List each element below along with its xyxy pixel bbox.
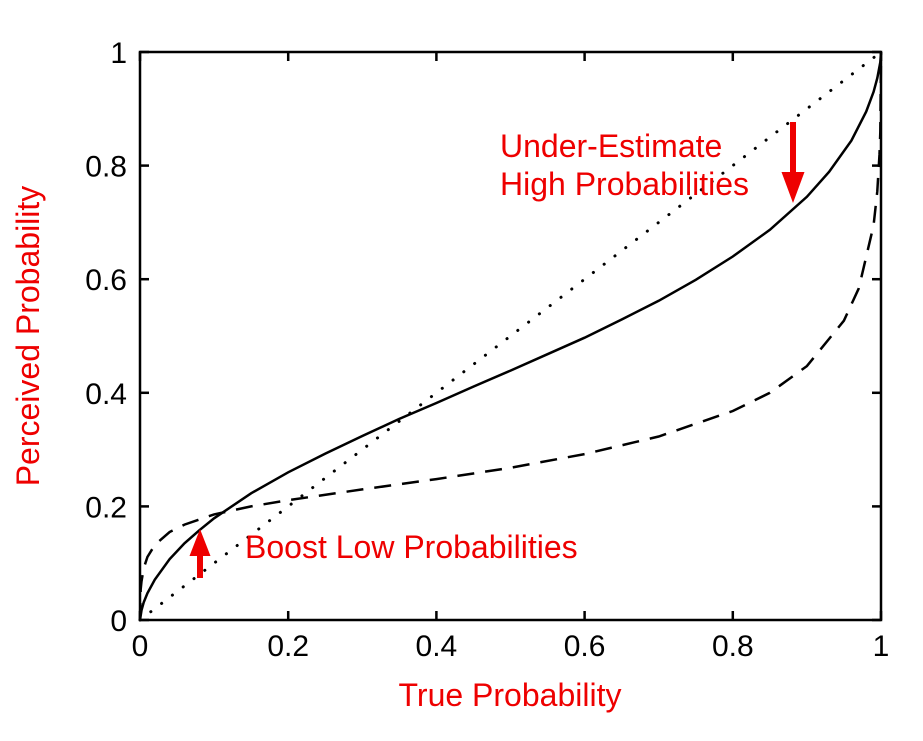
x-tick-label: 0.2 [267, 630, 309, 663]
y-tick-label: 0.6 [85, 264, 127, 297]
x-axis-label: True Probability [399, 677, 622, 713]
x-tick-label: 0 [132, 630, 149, 663]
strong-weighting-curve [138, 51, 883, 621]
annotation-boost-low: Boost Low Probabilities [245, 529, 578, 565]
x-tick-label: 1 [873, 630, 890, 663]
x-tick-label: 0.8 [712, 630, 754, 663]
y-tick-label: 0.2 [85, 491, 127, 524]
y-tick-label: 0.4 [85, 378, 127, 411]
annotation-under-estimate-line2: High Probabilities [500, 166, 749, 202]
down-arrow-icon [781, 122, 805, 203]
y-tick-label: 1 [110, 37, 127, 70]
plot-box [138, 50, 883, 622]
x-tick-label: 0.6 [564, 630, 606, 663]
y-axis-label: Perceived Probability [10, 186, 46, 487]
up-arrow-icon [189, 529, 211, 578]
moderate-weighting-curve [138, 51, 883, 621]
plot-area: 0 0.2 0.4 0.6 0.8 1 0 0.2 0.4 0.6 0.8 1 [85, 37, 889, 663]
annotation-under-estimate-line1: Under-Estimate [500, 128, 722, 164]
y-tick-label: 0 [110, 605, 127, 638]
x-tick-label: 0.4 [416, 630, 458, 663]
y-tick-label: 0.8 [85, 151, 127, 184]
